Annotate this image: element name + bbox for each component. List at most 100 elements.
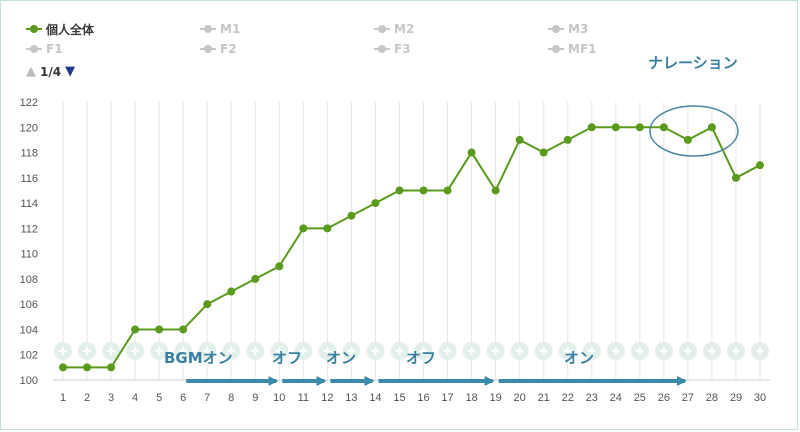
annotation-off-2: オフ	[406, 349, 437, 367]
plus-circle-icon[interactable]	[318, 342, 337, 360]
plus-circle-icon[interactable]	[222, 342, 241, 360]
x-tick-label-21: 21	[538, 392, 550, 404]
plus-circle-icon[interactable]	[678, 342, 697, 360]
plus-circle-icon[interactable]	[246, 342, 265, 360]
y-tick-label-100: 100	[20, 375, 38, 387]
data-point-11	[299, 224, 308, 233]
data-point-1	[59, 363, 67, 372]
data-point-7	[203, 300, 212, 309]
data-point-21	[539, 148, 548, 157]
x-tick-label-18: 18	[465, 392, 477, 404]
plus-circle-icon[interactable]	[54, 342, 72, 360]
plus-circle-icon[interactable]	[198, 342, 217, 360]
plus-circle-icon[interactable]	[726, 342, 745, 360]
legend-marker-icon	[200, 23, 216, 35]
x-tick-label-17: 17	[441, 392, 453, 404]
plus-circle-icon[interactable]	[174, 342, 193, 360]
legend-item-kojin-zentai[interactable]: 個人全体	[26, 20, 94, 38]
x-tick-label-3: 3	[108, 392, 114, 404]
y-tick-label-112: 112	[20, 223, 38, 235]
x-tick-label-15: 15	[393, 392, 405, 404]
plus-circle-icon[interactable]	[534, 342, 553, 360]
annotation-on-2: オン	[564, 349, 595, 367]
data-point-24	[611, 123, 620, 132]
plus-circle-icon[interactable]	[510, 342, 529, 360]
data-point-29	[731, 173, 740, 182]
plus-circle-icon[interactable]	[751, 342, 769, 360]
legend-item-m2[interactable]: M2	[374, 20, 414, 38]
data-point-14	[371, 199, 380, 208]
x-tick-label-1: 1	[60, 392, 66, 404]
data-point-6	[179, 325, 188, 334]
plus-circle-icon[interactable]	[342, 342, 361, 360]
legend-item-mf1[interactable]: MF1	[548, 40, 597, 58]
data-point-18	[467, 148, 476, 157]
plus-circle-icon[interactable]	[462, 342, 481, 360]
y-tick-label-120: 120	[20, 122, 38, 134]
legend-marker-icon	[26, 23, 42, 35]
x-tick-label-9: 9	[252, 392, 258, 404]
x-tick-label-24: 24	[610, 392, 622, 404]
plus-circle-icon[interactable]	[126, 342, 145, 360]
plus-circle-icon[interactable]	[486, 342, 505, 360]
legend: 個人全体 M1 M2 M3 F1 F2 F3 MF1 ▲ 1/4 ▼	[0, 0, 800, 90]
plus-circle-icon[interactable]	[438, 342, 457, 360]
data-point-20	[515, 135, 524, 144]
legend-label: MF1	[568, 42, 597, 56]
data-point-26	[659, 123, 668, 132]
plus-circle-icon[interactable]	[294, 342, 313, 360]
plus-circle-icon[interactable]	[150, 342, 169, 360]
y-tick-label-106: 106	[20, 299, 38, 311]
series-line-kojin-zentai	[63, 125, 761, 369]
plus-circle-icon[interactable]	[414, 342, 433, 360]
annotation-bgm-on: BGMオン	[164, 349, 233, 367]
legend-page-indicator: 1/4	[40, 64, 62, 79]
legend-marker-icon	[548, 43, 564, 55]
y-tick-label-108: 108	[20, 274, 38, 286]
legend-item-f1[interactable]: F1	[26, 40, 63, 58]
x-tick-label-23: 23	[586, 392, 598, 404]
x-tick-label-2: 2	[84, 392, 90, 404]
plus-circle-icon[interactable]	[390, 342, 409, 360]
triangle-up-icon[interactable]: ▲	[26, 64, 36, 79]
plus-circle-icon[interactable]	[582, 342, 601, 360]
legend-label: M3	[568, 22, 589, 36]
x-tick-label-14: 14	[369, 392, 381, 404]
legend-item-f3[interactable]: F3	[374, 40, 411, 58]
plus-circle-icon[interactable]	[366, 342, 385, 360]
x-tick-label-20: 20	[514, 392, 526, 404]
y-tick-label-116: 116	[20, 173, 38, 185]
data-point-19	[491, 186, 500, 195]
x-tick-label-16: 16	[417, 392, 429, 404]
y-tick-label-104: 104	[20, 324, 38, 336]
data-point-30	[756, 161, 764, 170]
legend-label: 個人全体	[46, 22, 95, 37]
data-point-10	[275, 262, 284, 271]
x-tick-label-30: 30	[754, 392, 766, 404]
x-tick-label-5: 5	[156, 392, 162, 404]
x-tick-label-6: 6	[180, 392, 186, 404]
legend-marker-icon	[374, 43, 390, 55]
plus-circle-icon[interactable]	[630, 342, 649, 360]
legend-marker-icon	[548, 23, 564, 35]
plus-circle-icon[interactable]	[78, 342, 97, 360]
data-point-17	[443, 186, 452, 195]
data-point-13	[347, 211, 356, 220]
plus-circle-icon[interactable]	[702, 342, 721, 360]
legend-item-f2[interactable]: F2	[200, 40, 237, 58]
annotation-off-1: オフ	[272, 349, 303, 367]
x-tick-label-22: 22	[562, 392, 574, 404]
plus-circle-icon[interactable]	[606, 342, 625, 360]
plus-circle-icon[interactable]	[102, 342, 121, 360]
plus-circle-icon[interactable]	[654, 342, 673, 360]
legend-marker-icon	[200, 43, 216, 55]
y-tick-label-110: 110	[20, 249, 38, 261]
legend-label: M2	[394, 22, 415, 36]
legend-item-m3[interactable]: M3	[548, 20, 588, 38]
legend-item-m1[interactable]: M1	[200, 20, 240, 38]
triangle-down-icon[interactable]: ▼	[65, 64, 76, 79]
plus-circle-icon[interactable]	[270, 342, 289, 360]
legend-label: F2	[220, 42, 237, 56]
plus-circle-icon[interactable]	[558, 342, 577, 360]
narration-highlight-ellipse	[649, 105, 739, 157]
